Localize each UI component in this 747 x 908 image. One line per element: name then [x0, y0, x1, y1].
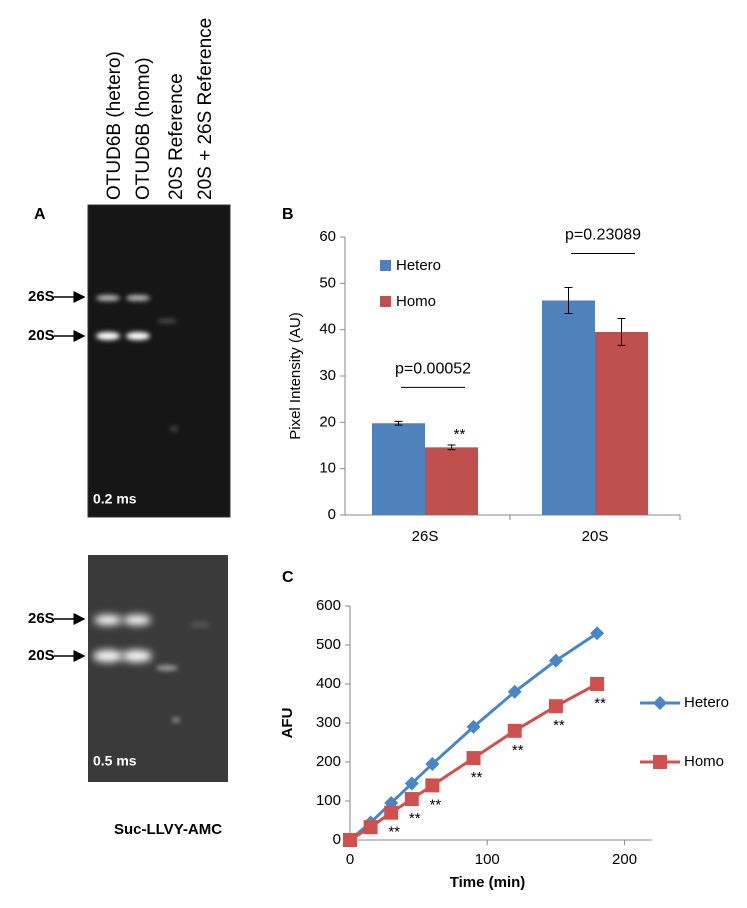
- x-tick-label: 0: [346, 851, 354, 868]
- significance-label: **: [553, 717, 565, 734]
- panel-label: A: [34, 206, 46, 223]
- panel-label: B: [282, 206, 294, 223]
- bar: [595, 331, 648, 515]
- point: [548, 699, 563, 714]
- bar: [372, 423, 425, 515]
- y-tick-label: 100: [316, 792, 341, 809]
- y-axis-label: AFU: [279, 708, 296, 739]
- y-axis-label: Pixel Intensity (AU): [287, 312, 304, 440]
- point: [363, 820, 378, 835]
- significance-label: **: [454, 426, 466, 443]
- legend-label: Homo: [684, 753, 724, 770]
- y-tick-label: 600: [316, 597, 341, 614]
- y-tick-label: 20: [319, 413, 336, 430]
- band-label: 26S: [28, 288, 55, 305]
- p-value-label: p=0.23089: [565, 227, 641, 244]
- point: [590, 677, 605, 691]
- significance-label: **: [512, 742, 524, 759]
- significance-label: **: [409, 810, 421, 827]
- exposure-label: 0.2 ms: [93, 491, 137, 507]
- x-axis-label: Time (min): [450, 874, 526, 891]
- error-bar: [564, 287, 573, 314]
- y-tick-label: 60: [319, 228, 336, 245]
- band-label: 20S: [28, 327, 55, 344]
- lane-label: OTUD6B (homo): [133, 57, 154, 200]
- lane-label: OTUD6B (hetero): [104, 51, 125, 200]
- y-tick-label: 400: [316, 675, 341, 692]
- p-value-label: p=0.00052: [395, 361, 471, 378]
- panel-label: C: [282, 569, 294, 586]
- significance-label: **: [430, 796, 442, 813]
- band-label: 26S: [28, 610, 55, 627]
- legend-label: Homo: [396, 293, 436, 310]
- legend-label: Hetero: [396, 257, 441, 274]
- error-bar: [617, 318, 626, 346]
- legend-swatch: [380, 260, 391, 271]
- y-tick-label: 200: [316, 753, 341, 770]
- lane-label: 20S Reference: [166, 73, 187, 200]
- point: [404, 776, 419, 791]
- x-tick-label: 26S: [412, 528, 439, 545]
- point: [507, 684, 522, 699]
- band-label: 20S: [28, 647, 55, 664]
- point: [548, 653, 563, 668]
- y-tick-label: 30: [319, 367, 336, 384]
- point: [466, 719, 481, 734]
- y-tick-label: 40: [319, 321, 336, 338]
- point: [343, 833, 357, 847]
- x-tick-label: 20S: [582, 528, 609, 545]
- error-bar: [447, 444, 456, 451]
- gel-image: [88, 555, 228, 782]
- gel-image: [87, 204, 231, 518]
- point: [507, 723, 522, 738]
- point: [404, 792, 419, 807]
- y-tick-label: 500: [316, 636, 341, 653]
- x-tick-label: 200: [612, 851, 637, 868]
- exposure-label: 0.5 ms: [93, 753, 137, 769]
- point: [466, 751, 481, 766]
- x-tick-label: 100: [475, 851, 500, 868]
- significance-label: **: [388, 824, 400, 841]
- bar: [425, 447, 478, 515]
- legend-marker: [653, 696, 667, 710]
- y-tick-label: 300: [316, 714, 341, 731]
- legend-label: Hetero: [684, 694, 729, 711]
- significance-label: **: [594, 695, 606, 712]
- significance-label: **: [471, 769, 483, 786]
- point: [384, 805, 399, 820]
- legend-marker: [653, 755, 667, 769]
- point: [425, 778, 440, 793]
- y-tick-label: 0: [328, 506, 336, 523]
- caption: Suc-LLVY-AMC: [114, 821, 222, 838]
- bar: [542, 300, 595, 515]
- error-bar: [394, 420, 403, 426]
- lane-label: 20S + 26S Reference: [195, 18, 216, 200]
- y-tick-label: 50: [319, 274, 336, 291]
- y-tick-label: 0: [333, 831, 341, 848]
- legend-swatch: [380, 296, 391, 307]
- point: [590, 626, 605, 641]
- y-tick-label: 10: [319, 460, 336, 477]
- point: [425, 756, 440, 771]
